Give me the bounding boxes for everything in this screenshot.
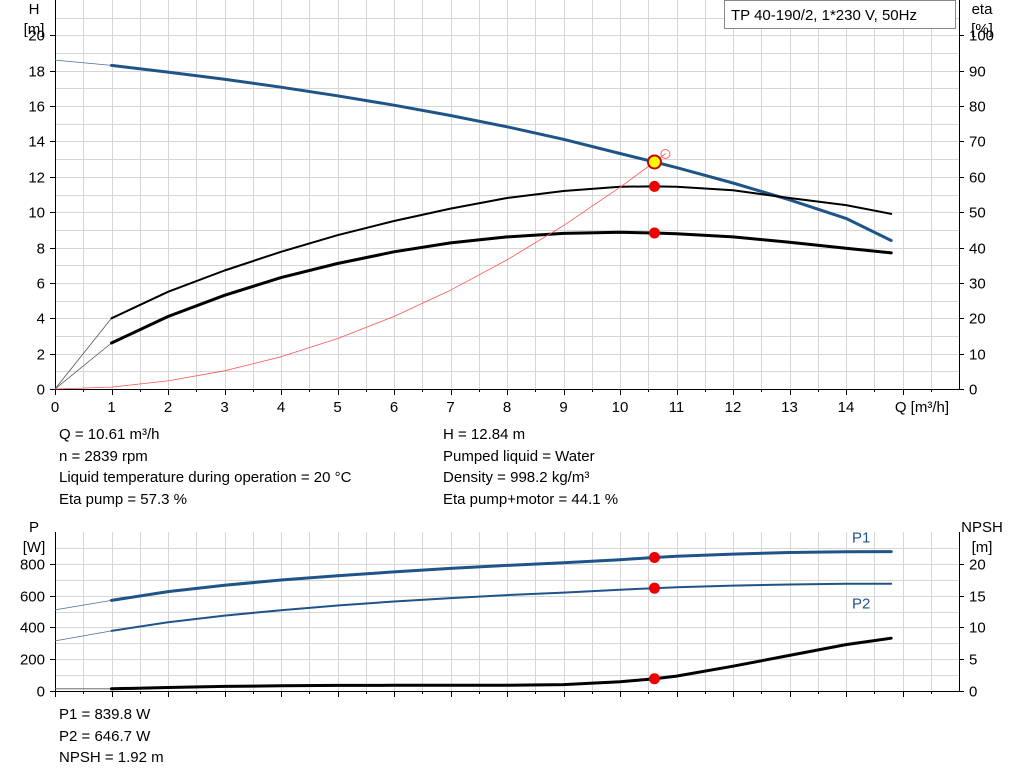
p-operating-point — [648, 673, 660, 685]
h-left-tick-label: 14 — [28, 134, 45, 151]
h-right-axis-label: eta — [972, 1, 994, 18]
x-tick-label: 3 — [220, 399, 228, 416]
x-tick-label: 0 — [51, 399, 59, 416]
h-right-axis-unit: [%] — [971, 21, 993, 38]
h-left-tick-label: 0 — [37, 382, 45, 399]
p-series-extension — [54, 600, 112, 611]
info-p2: P2 = 646.7 W — [59, 727, 151, 745]
p-right-tick-label: 20 — [969, 557, 986, 574]
h-left-tick-label: 2 — [37, 347, 45, 364]
info-pumped-liquid: Pumped liquid = Water — [443, 447, 595, 465]
info-speed: n = 2839 rpm — [59, 447, 148, 465]
info-block-duty-right: H = 12.84 m Pumped liquid = Water Densit… — [443, 424, 618, 510]
h-operating-point — [648, 180, 660, 192]
p-left-axis-label: P — [29, 519, 39, 536]
h-series-line — [110, 230, 893, 345]
p-left-axis-unit: [W] — [23, 539, 46, 556]
p-right-tick-label: 0 — [969, 684, 977, 701]
x-tick-label: 13 — [781, 399, 798, 416]
p-series-line — [110, 582, 893, 632]
info-block-duty-left: Q = 10.61 m³/h n = 2839 rpm Liquid tempe… — [59, 424, 351, 510]
h-series-extension — [54, 318, 112, 390]
h-left-tick-label: 20 — [28, 28, 45, 45]
h-series-extension — [54, 342, 112, 390]
x-tick-label: 5 — [333, 399, 341, 416]
info-eta-pump: Eta pump = 57.3 % — [59, 490, 187, 508]
p-left-tick-label: 200 — [20, 652, 45, 669]
h-series-line — [110, 185, 893, 320]
h-series-line — [54, 153, 666, 390]
series-label-p1: P1 — [852, 530, 870, 547]
duty-point-target-marker — [660, 148, 671, 159]
h-left-tick-label: 12 — [28, 170, 45, 187]
p-right-axis-label: NPSH — [961, 519, 1003, 536]
series-label-p2: P2 — [852, 596, 870, 613]
h-right-tick-label: 20 — [969, 311, 986, 328]
x-tick-label: 14 — [838, 399, 855, 416]
h-right-tick-label: 70 — [969, 134, 986, 151]
h-left-tick-label: 18 — [28, 64, 45, 81]
p-series-line — [110, 550, 893, 602]
h-right-tick-label: 50 — [969, 205, 986, 222]
p-grid — [55, 532, 959, 691]
duty-point-marker — [646, 154, 662, 170]
h-right-tick-label: 100 — [969, 28, 994, 45]
p-series-extension — [54, 630, 112, 642]
h-left-axis-label: H — [29, 1, 40, 18]
h-left-tick-label: 16 — [28, 99, 45, 116]
x-tick-label: 4 — [277, 399, 285, 416]
chart-title-box — [724, 0, 956, 29]
h-series-extension — [54, 59, 112, 66]
x-axis-label: Q [m³/h] — [895, 399, 949, 416]
info-npsh: NPSH = 1.92 m — [59, 749, 164, 766]
info-eta-pump-motor: Eta pump+motor = 44.1 % — [443, 490, 619, 508]
p-left-tick-label: 0 — [37, 684, 45, 701]
info-flow: Q = 10.61 m³/h — [59, 426, 160, 443]
p-operating-point — [648, 582, 660, 594]
p-right-tick-label: 10 — [969, 620, 986, 637]
x-tick-label: 1 — [107, 399, 115, 416]
p-right-tick-label: 5 — [969, 652, 977, 669]
h-right-tick-label: 30 — [969, 276, 986, 293]
p-right-axis-unit: [m] — [972, 539, 993, 556]
p-left-tick-label: 400 — [20, 620, 45, 637]
h-right-tick-label: 60 — [969, 170, 986, 187]
h-left-tick-label: 4 — [37, 311, 45, 328]
x-tick-label: 10 — [612, 399, 629, 416]
x-tick-label: 7 — [446, 399, 454, 416]
h-left-tick-label: 10 — [28, 205, 45, 222]
h-grid — [55, 0, 959, 389]
h-left-tick-label: 8 — [37, 241, 45, 258]
h-operating-point — [648, 227, 660, 239]
h-series-line — [110, 63, 893, 242]
x-tick-label: 9 — [559, 399, 567, 416]
x-tick-label: 8 — [503, 399, 511, 416]
x-tick-label: 12 — [725, 399, 742, 416]
info-liquid-temperature: Liquid temperature during operation = 20… — [59, 469, 352, 486]
h-right-tick-label: 90 — [969, 64, 986, 81]
p-series-line — [110, 636, 893, 691]
x-tick-label: 2 — [164, 399, 172, 416]
x-tick-label: 11 — [669, 399, 685, 416]
p-left-tick-label: 800 — [20, 557, 45, 574]
info-head: H = 12.84 m — [443, 426, 526, 443]
info-block-power: P1 = 839.8 W P2 = 646.7 W NPSH = 1.92 m — [59, 704, 164, 769]
h-right-tick-label: 0 — [969, 382, 977, 399]
info-p1: P1 = 839.8 W — [59, 706, 151, 723]
h-left-tick-label: 6 — [37, 276, 45, 293]
h-left-axis-unit: [m] — [24, 21, 45, 38]
p-right-tick-label: 15 — [969, 589, 986, 606]
info-density: Density = 998.2 kg/m³ — [443, 469, 590, 486]
h-right-tick-label: 10 — [969, 347, 986, 364]
p-operating-point — [648, 551, 660, 563]
p-left-tick-label: 600 — [20, 589, 45, 606]
chart-title: TP 40-190/2, 1*230 V, 50Hz — [731, 7, 917, 24]
h-right-tick-label: 80 — [969, 99, 986, 116]
h-right-tick-label: 40 — [969, 241, 986, 258]
x-tick-label: 6 — [390, 399, 398, 416]
